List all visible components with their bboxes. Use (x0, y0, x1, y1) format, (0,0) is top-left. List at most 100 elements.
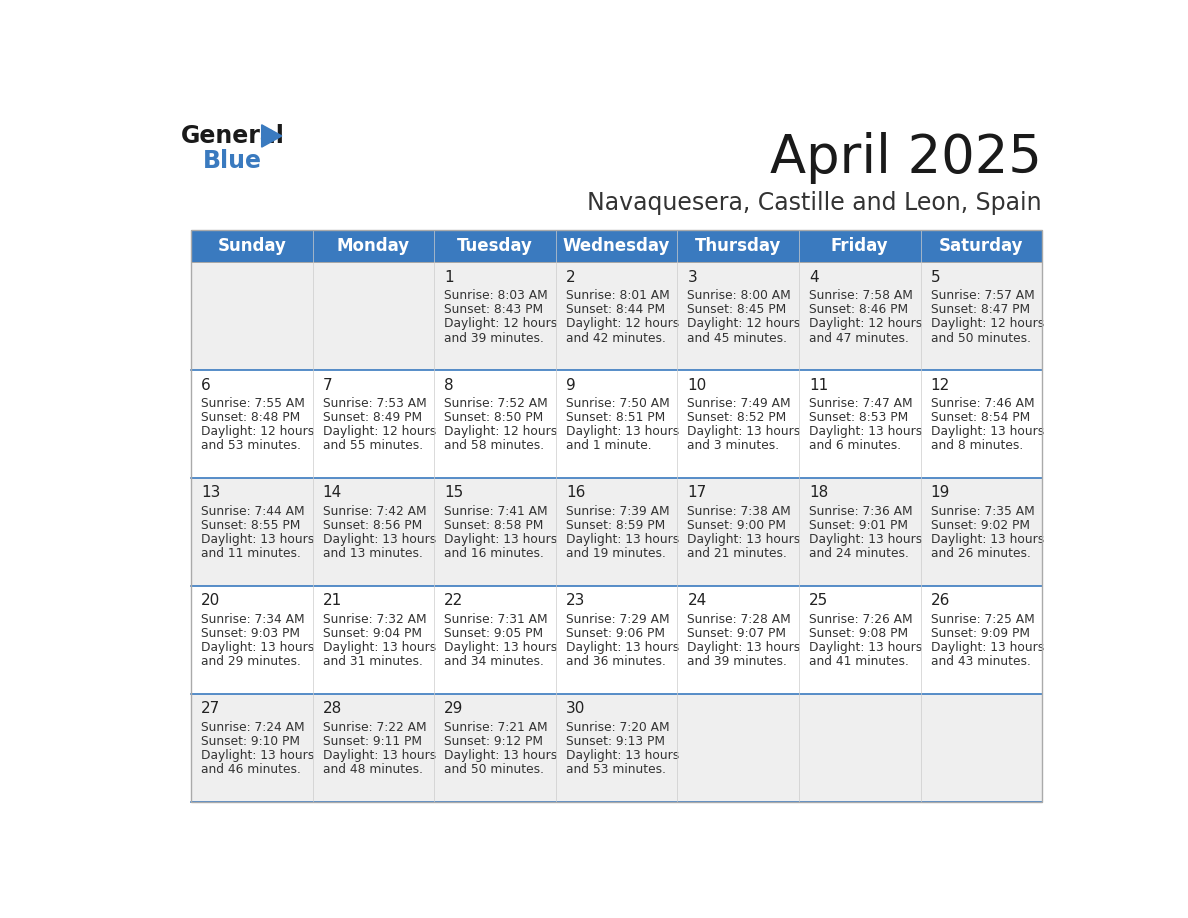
Text: Sunrise: 7:58 AM: Sunrise: 7:58 AM (809, 289, 912, 302)
Text: Daylight: 12 hours: Daylight: 12 hours (930, 318, 1044, 330)
Text: Sunrise: 7:53 AM: Sunrise: 7:53 AM (323, 397, 426, 409)
Text: Navaquesera, Castille and Leon, Spain: Navaquesera, Castille and Leon, Spain (587, 191, 1042, 215)
Bar (312, 370, 435, 477)
Text: Sunrise: 7:46 AM: Sunrise: 7:46 AM (930, 397, 1035, 409)
Text: and 3 minutes.: and 3 minutes. (688, 440, 779, 453)
Text: 26: 26 (930, 593, 950, 609)
Text: and 1 minute.: and 1 minute. (565, 440, 651, 453)
Bar (435, 262, 556, 370)
Text: April 2025: April 2025 (770, 131, 1042, 184)
Bar (312, 262, 435, 370)
Text: Sunrise: 7:26 AM: Sunrise: 7:26 AM (809, 612, 912, 626)
Text: and 8 minutes.: and 8 minutes. (930, 440, 1023, 453)
Text: 22: 22 (444, 593, 463, 609)
Text: Sunset: 9:04 PM: Sunset: 9:04 PM (323, 627, 422, 640)
Text: and 47 minutes.: and 47 minutes. (809, 331, 909, 344)
Text: and 19 minutes.: and 19 minutes. (565, 547, 665, 561)
Text: Sunrise: 7:55 AM: Sunrise: 7:55 AM (201, 397, 305, 409)
Bar (677, 262, 800, 370)
Text: Daylight: 12 hours: Daylight: 12 hours (444, 318, 557, 330)
Text: Daylight: 13 hours: Daylight: 13 hours (565, 641, 680, 655)
Text: 10: 10 (688, 377, 707, 393)
Text: Sunrise: 7:57 AM: Sunrise: 7:57 AM (930, 289, 1035, 302)
Text: 5: 5 (930, 270, 940, 285)
Text: Daylight: 13 hours: Daylight: 13 hours (444, 749, 557, 762)
Text: Sunrise: 7:47 AM: Sunrise: 7:47 AM (809, 397, 912, 409)
Bar (312, 477, 435, 586)
Text: Sunrise: 7:52 AM: Sunrise: 7:52 AM (444, 397, 548, 409)
Text: and 39 minutes.: and 39 minutes. (444, 331, 544, 344)
Text: Sunrise: 7:44 AM: Sunrise: 7:44 AM (201, 505, 305, 518)
Text: and 13 minutes.: and 13 minutes. (323, 547, 423, 561)
Text: Sunrise: 7:22 AM: Sunrise: 7:22 AM (323, 721, 426, 733)
Text: 29: 29 (444, 701, 463, 716)
Text: Daylight: 13 hours: Daylight: 13 hours (565, 533, 680, 546)
Text: Sunset: 8:47 PM: Sunset: 8:47 PM (930, 303, 1030, 316)
Text: and 41 minutes.: and 41 minutes. (809, 655, 909, 668)
Text: 19: 19 (930, 486, 950, 500)
Text: Tuesday: Tuesday (457, 237, 533, 254)
Text: Daylight: 12 hours: Daylight: 12 hours (565, 318, 680, 330)
Text: Daylight: 13 hours: Daylight: 13 hours (323, 641, 436, 655)
Text: Sunrise: 7:49 AM: Sunrise: 7:49 AM (688, 397, 791, 409)
Text: Sunset: 8:55 PM: Sunset: 8:55 PM (201, 519, 301, 532)
Text: 13: 13 (201, 486, 221, 500)
Text: and 42 minutes.: and 42 minutes. (565, 331, 665, 344)
Text: Sunrise: 7:42 AM: Sunrise: 7:42 AM (323, 505, 426, 518)
Text: Daylight: 13 hours: Daylight: 13 hours (688, 641, 801, 655)
Polygon shape (261, 125, 282, 147)
Text: 11: 11 (809, 377, 828, 393)
Text: Sunset: 9:11 PM: Sunset: 9:11 PM (323, 735, 422, 748)
Text: Daylight: 13 hours: Daylight: 13 hours (930, 533, 1044, 546)
Bar (556, 586, 677, 694)
Text: 7: 7 (323, 377, 333, 393)
Text: Sunday: Sunday (217, 237, 286, 254)
Text: and 45 minutes.: and 45 minutes. (688, 331, 788, 344)
Text: Sunset: 8:48 PM: Sunset: 8:48 PM (201, 411, 301, 424)
Text: Sunrise: 7:36 AM: Sunrise: 7:36 AM (809, 505, 912, 518)
Text: 16: 16 (565, 486, 586, 500)
Text: and 11 minutes.: and 11 minutes. (201, 547, 301, 561)
Text: 12: 12 (930, 377, 950, 393)
Text: Sunset: 8:52 PM: Sunset: 8:52 PM (688, 411, 786, 424)
Text: Sunset: 8:58 PM: Sunset: 8:58 PM (444, 519, 544, 532)
Text: 18: 18 (809, 486, 828, 500)
Text: Monday: Monday (337, 237, 410, 254)
Text: Sunset: 8:56 PM: Sunset: 8:56 PM (323, 519, 422, 532)
Text: Sunset: 9:13 PM: Sunset: 9:13 PM (565, 735, 665, 748)
Text: 27: 27 (201, 701, 221, 716)
Text: and 24 minutes.: and 24 minutes. (809, 547, 909, 561)
Text: and 43 minutes.: and 43 minutes. (930, 655, 1030, 668)
Bar (921, 586, 1042, 694)
Text: and 26 minutes.: and 26 minutes. (930, 547, 1030, 561)
Bar (921, 694, 1042, 801)
Text: Sunrise: 7:28 AM: Sunrise: 7:28 AM (688, 612, 791, 626)
Text: 2: 2 (565, 270, 575, 285)
Bar (191, 477, 312, 586)
Text: 8: 8 (444, 377, 454, 393)
Bar (800, 586, 921, 694)
Bar (800, 370, 921, 477)
Text: 20: 20 (201, 593, 221, 609)
Text: Daylight: 13 hours: Daylight: 13 hours (323, 749, 436, 762)
Text: Daylight: 13 hours: Daylight: 13 hours (688, 533, 801, 546)
Text: Blue: Blue (203, 150, 261, 174)
Text: and 39 minutes.: and 39 minutes. (688, 655, 788, 668)
Text: Sunset: 8:46 PM: Sunset: 8:46 PM (809, 303, 908, 316)
Text: Sunset: 9:01 PM: Sunset: 9:01 PM (809, 519, 908, 532)
Bar (191, 262, 312, 370)
Text: Daylight: 13 hours: Daylight: 13 hours (201, 641, 315, 655)
Text: and 6 minutes.: and 6 minutes. (809, 440, 902, 453)
Text: Sunset: 8:44 PM: Sunset: 8:44 PM (565, 303, 665, 316)
Text: Sunset: 9:02 PM: Sunset: 9:02 PM (930, 519, 1030, 532)
Text: Saturday: Saturday (939, 237, 1024, 254)
Text: Sunset: 8:53 PM: Sunset: 8:53 PM (809, 411, 909, 424)
Bar (800, 262, 921, 370)
Text: Sunrise: 7:38 AM: Sunrise: 7:38 AM (688, 505, 791, 518)
Text: 3: 3 (688, 270, 697, 285)
Text: Daylight: 12 hours: Daylight: 12 hours (444, 425, 557, 438)
Bar (191, 586, 312, 694)
Text: Sunrise: 7:29 AM: Sunrise: 7:29 AM (565, 612, 670, 626)
Text: Sunrise: 7:41 AM: Sunrise: 7:41 AM (444, 505, 548, 518)
Text: Sunrise: 7:39 AM: Sunrise: 7:39 AM (565, 505, 670, 518)
